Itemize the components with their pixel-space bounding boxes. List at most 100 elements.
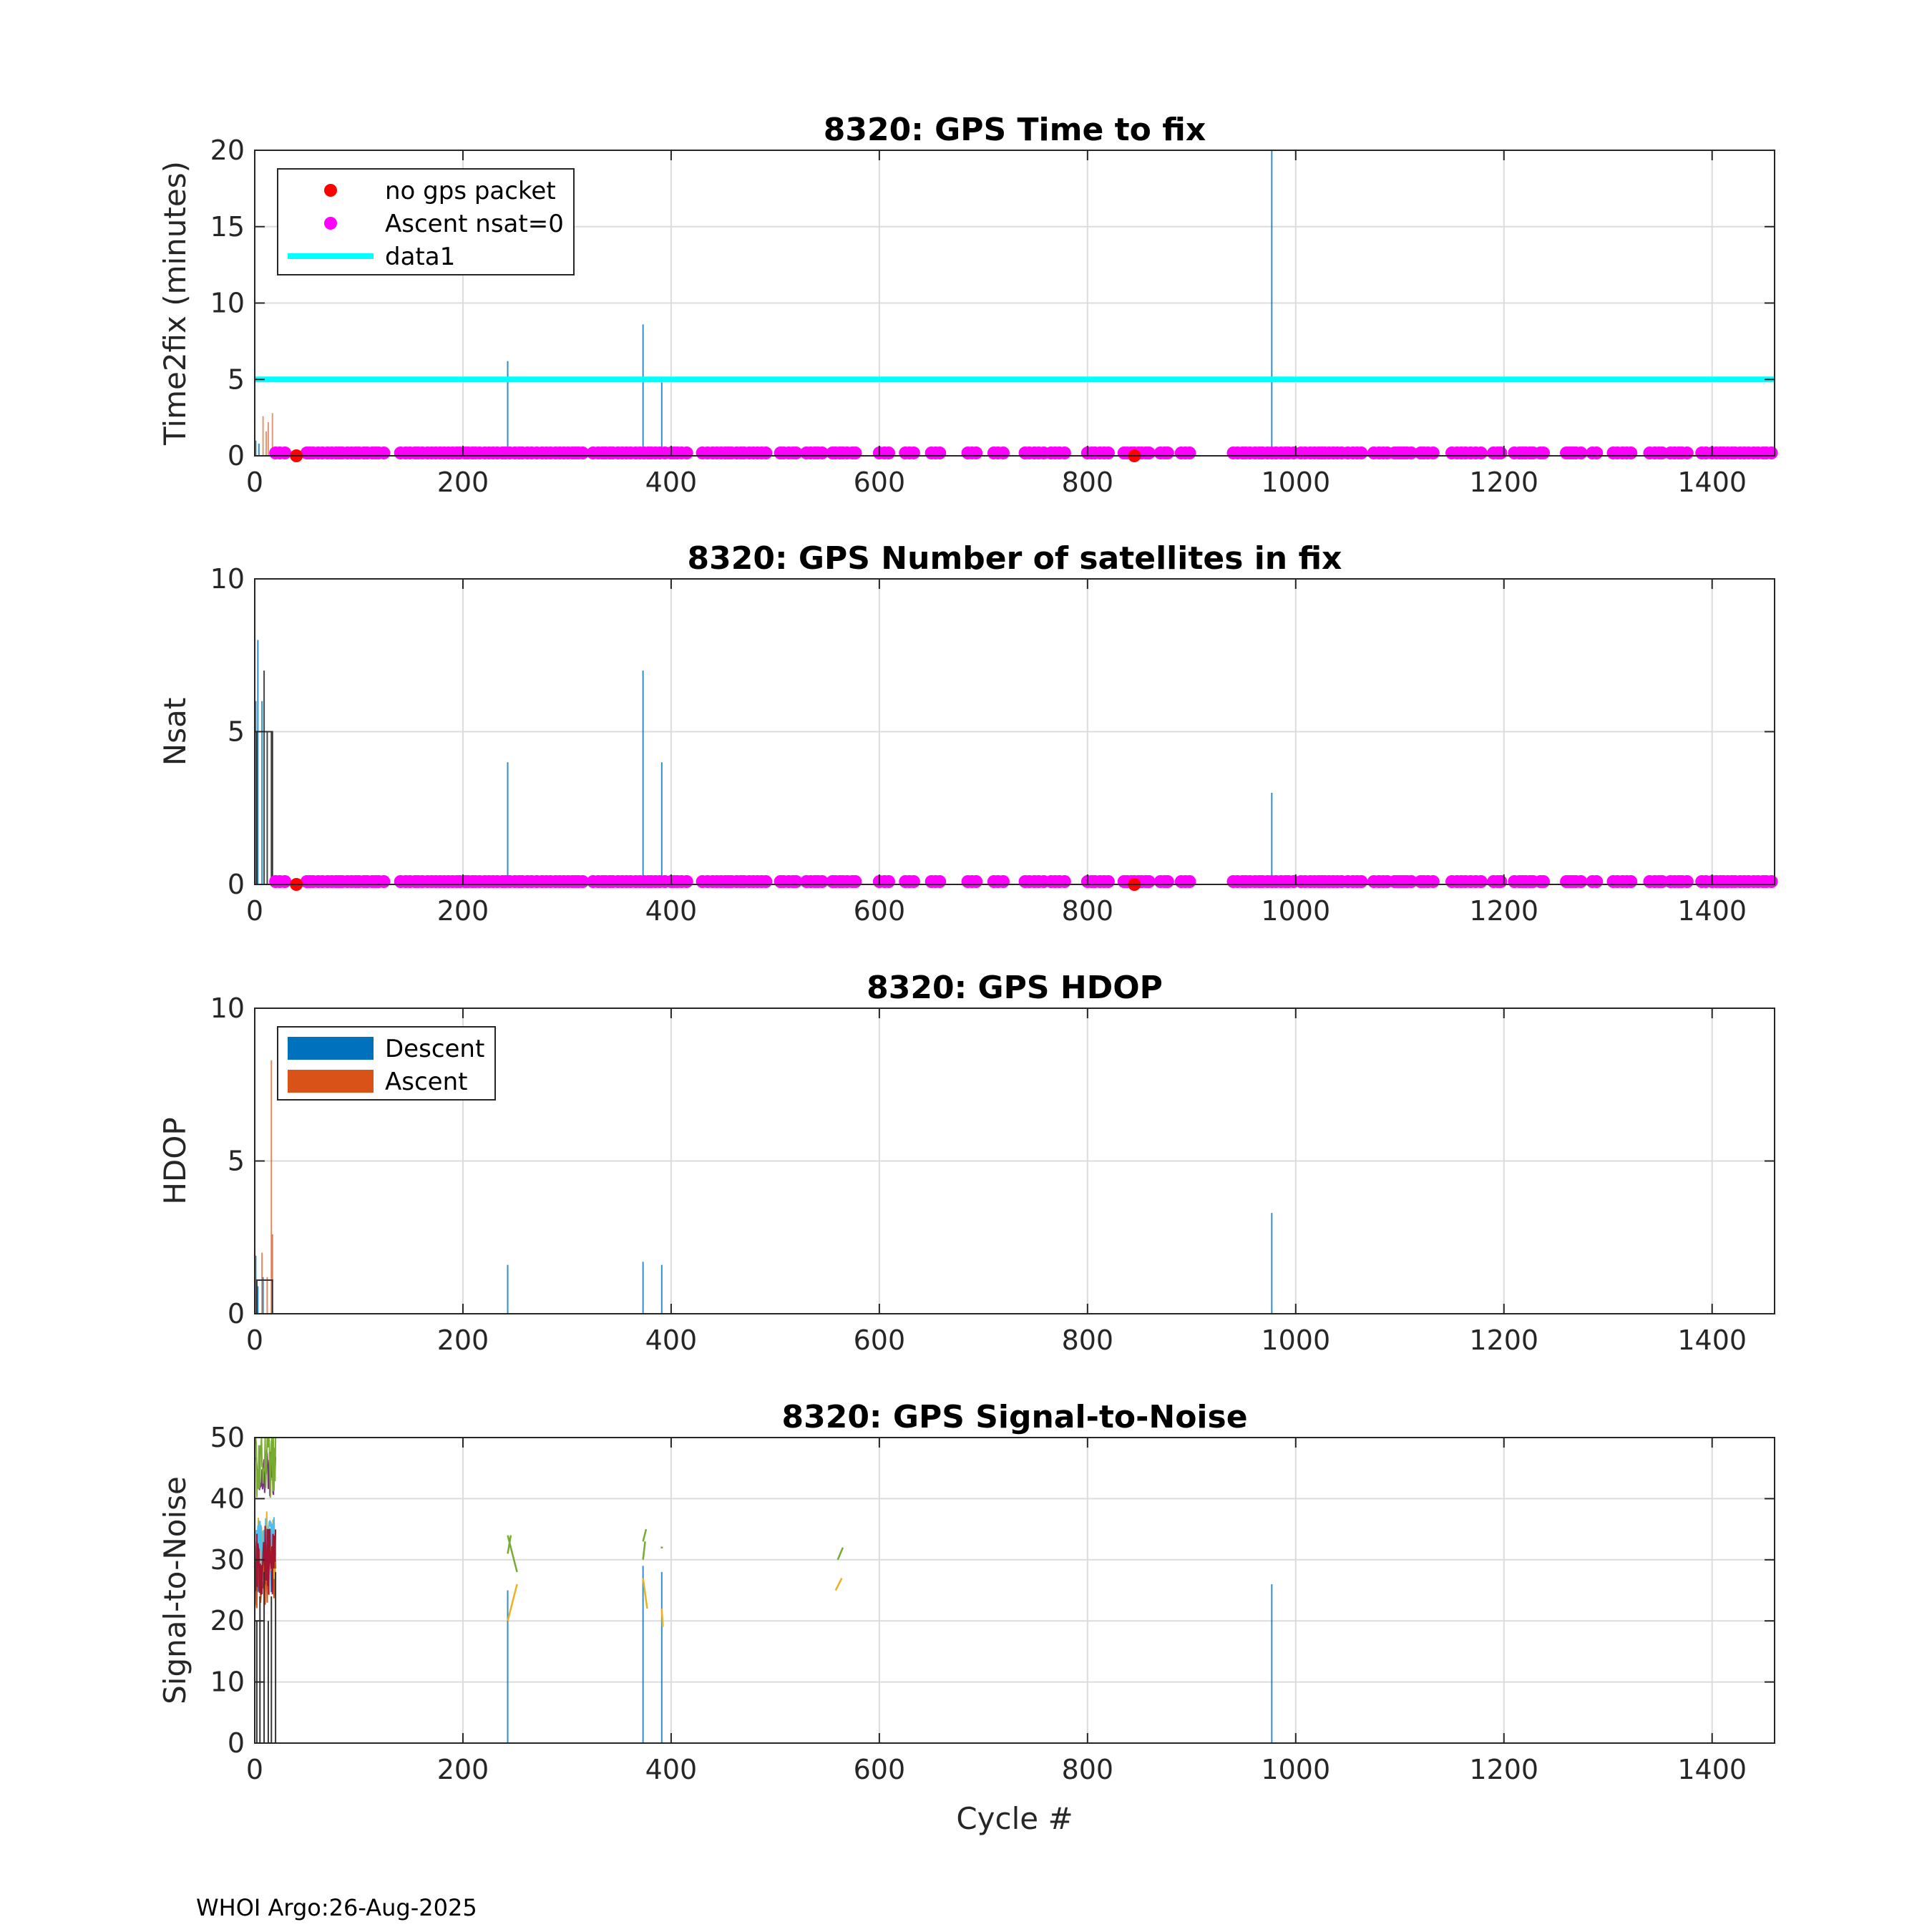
panel-title: 8320: GPS Number of satellites in fix [688,540,1342,577]
nsat0-point [1058,875,1071,888]
nsat0-point [1142,447,1156,459]
snr-segment [660,1609,664,1627]
y-axis-label: Signal-to-Noise [157,1476,192,1704]
nsat0-point [1537,875,1551,888]
x-tick-label: 0 [246,1754,263,1785]
y-tick-label: 20 [210,1605,245,1636]
nsat0-point [1537,447,1551,459]
x-tick-label: 800 [1062,1324,1114,1356]
y-tick-label: 15 [210,211,245,243]
nsat0-point [1426,875,1440,888]
nsat0-point [933,875,947,888]
x-tick-label: 0 [246,895,263,927]
nsat0-point [996,875,1010,888]
x-tick-label: 1000 [1261,467,1330,498]
x-tick-label: 400 [645,1324,698,1356]
y-tick-label: 50 [210,1422,245,1453]
nsat0-point [1161,447,1174,459]
x-tick-label: 600 [854,467,906,498]
legend-label: data1 [385,243,455,271]
x-tick-label: 1400 [1677,895,1747,927]
nsat0-point [1765,875,1778,888]
x-tick-label: 1200 [1469,467,1538,498]
x-tick-label: 1200 [1469,1754,1538,1785]
nsat0-point [1574,447,1588,459]
snr-segment [642,1528,648,1542]
x-tick-label: 1400 [1677,467,1747,498]
y-axis-label: HDOP [157,1117,192,1204]
legend-label: Descent [385,1035,484,1063]
nsat0-point [680,447,693,459]
panel-title: 8320: GPS Signal-to-Noise [781,1399,1247,1435]
snr-segment [836,1547,844,1561]
snr-segment [834,1577,843,1591]
x-tick-label: 1000 [1261,1754,1330,1785]
y-tick-label: 0 [228,1298,245,1330]
y-tick-label: 10 [210,992,245,1024]
nsat0-point [377,447,391,459]
nsat0-point [1101,447,1115,459]
x-tick-label: 400 [645,1754,698,1785]
nsat0-point [1142,875,1156,888]
nsat0-point [278,875,292,888]
nsat0-point [849,447,862,459]
x-tick-label: 0 [246,1324,263,1356]
legend-label: Ascent [385,1068,467,1096]
x-tick-label: 800 [1062,1754,1114,1785]
panel-3: 0 200 400 600 800 1000 1200 1400 0 5 10 8320: GPS H… [157,970,1775,1356]
y-axis-label: Nsat [157,698,192,766]
y-tick-label: 0 [228,1727,245,1759]
plot-area [255,1438,1775,1743]
nsat0-point [680,875,693,888]
nsat0-point [1474,875,1488,888]
x-tick-label: 1200 [1469,895,1538,927]
nsat0-point [1101,875,1115,888]
x-tick-label: 400 [645,895,698,927]
y-tick-label: 30 [210,1544,245,1576]
nsat0-point [1680,875,1694,888]
nsat0-point [933,447,947,459]
nsat0-point [1494,447,1508,459]
x-tick-label: 400 [645,467,698,498]
y-tick-label: 20 [210,135,245,166]
nsat0-point [759,875,773,888]
nsat0-point [882,875,895,888]
y-tick-label: 40 [210,1483,245,1514]
panel-title: 8320: GPS Time to fix [824,112,1206,148]
nsat0-point [849,875,862,888]
y-tick-label: 10 [210,288,245,319]
nsat0-point [1624,875,1638,888]
nsat0-point [1574,875,1588,888]
nsat0-point [1765,447,1778,459]
y-axis-label: Time2fix (minutes) [157,161,192,446]
snr-trace [255,1436,277,1498]
y-tick-label: 5 [228,716,245,748]
y-tick-label: 10 [210,563,245,595]
legend-label: Ascent nsat=0 [385,210,564,238]
nsat0-point [882,447,895,459]
x-tick-label: 600 [854,895,906,927]
nsat0-point [1590,447,1604,459]
data-marks [255,1060,1273,1314]
legend-swatch-nsat0 [324,217,337,230]
x-tick-label: 1400 [1677,1754,1747,1785]
x-tick-label: 200 [437,1324,489,1356]
x-tick-label: 1200 [1469,1324,1538,1356]
legend: Descent Ascent [277,1026,496,1101]
nsat0-point [970,447,983,459]
legend: no gps packet Ascent nsat=0 data1 [277,168,575,275]
x-tick-label: 600 [854,1324,906,1356]
nsat0-point [1058,447,1071,459]
nsat0-point [377,875,391,888]
y-tick-label: 10 [210,1667,245,1698]
nsat0-point [1624,447,1638,459]
legend-swatch-descent [288,1037,374,1060]
y-tick-label: 5 [228,1146,245,1177]
panel-2: 0 200 400 600 800 1000 1200 1400 0 5 10 8320: GPS N… [157,540,1778,927]
legend-swatch-no-gps [324,184,337,197]
nsat0-point [907,447,920,459]
y-tick-label: 0 [228,869,245,900]
nsat0-point [278,447,292,459]
nsat0-point [1426,447,1440,459]
nsat0-point [1474,447,1488,459]
